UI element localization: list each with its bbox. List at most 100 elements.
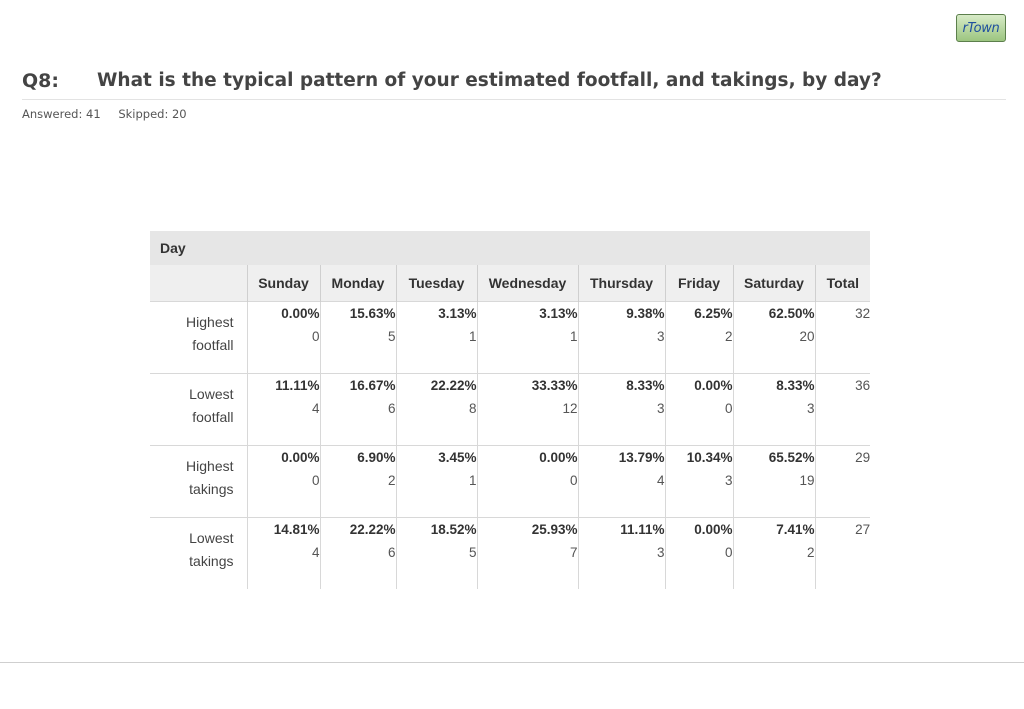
table-cell: 3.45% 1 <box>395 445 477 518</box>
cell-percent: 13.79% <box>618 450 665 465</box>
table-cell: 62.50% 20 <box>732 301 815 374</box>
column-header: Total <box>814 265 871 302</box>
cell-percent: 0.00% <box>694 522 733 537</box>
table-cell: 65.52% 19 <box>732 445 815 518</box>
table-cell: 22.22% 8 <box>395 373 477 446</box>
column-header-row: Sunday Monday Tuesday Wednesday Thursday… <box>150 265 871 302</box>
skipped-count: Skipped: 20 <box>118 107 187 121</box>
table-cell: 8.33% 3 <box>732 373 815 446</box>
cell-count: 4 <box>656 473 665 488</box>
results-table: Day Sunday Monday Tuesday Wednesday Thur… <box>150 231 871 589</box>
cell-percent: 6.25% <box>694 306 733 321</box>
cell-percent: 3.13% <box>438 306 477 321</box>
cell-percent: 65.52% <box>768 450 815 465</box>
cell-count: 3 <box>656 545 665 560</box>
table-cell: 15.63% 5 <box>319 301 396 374</box>
cell-percent: 14.81% <box>273 522 320 537</box>
cell-percent: 25.93% <box>531 522 578 537</box>
cell-percent: 15.63% <box>349 306 396 321</box>
table-cell: 0.00% 0 <box>664 517 733 589</box>
cell-count: 3 <box>806 401 815 416</box>
table-cell: 11.11% 3 <box>577 517 665 589</box>
cell-count: 6 <box>387 545 396 560</box>
table-cell: 3.13% 1 <box>476 301 578 374</box>
cell-percent: 0.00% <box>539 450 578 465</box>
cell-percent: 8.33% <box>626 378 665 393</box>
table-cell: 13.79% 4 <box>577 445 665 518</box>
row-label-line: footfall <box>192 409 234 425</box>
cell-percent: 9.38% <box>626 306 665 321</box>
table-cell: 8.33% 3 <box>577 373 665 446</box>
row-label-line: Lowest <box>189 386 234 402</box>
cell-count: 0 <box>724 545 733 560</box>
cell-percent: 6.90% <box>357 450 396 465</box>
row-label: Lowest takings <box>150 517 247 589</box>
cell-count: 2 <box>724 329 733 344</box>
response-summary: Answered: 41 Skipped: 20 <box>22 107 187 121</box>
table-cell: 25.93% 7 <box>476 517 578 589</box>
cell-percent: 18.52% <box>430 522 477 537</box>
table-cell: 14.81% 4 <box>246 517 320 589</box>
table-row: Highest footfall 0.00% 0 15.63% 5 3.13% 1 3… <box>150 301 871 374</box>
column-header: Sunday <box>246 265 320 302</box>
cell-count: 3 <box>724 473 733 488</box>
corner-header <box>150 265 247 302</box>
table-cell: 6.25% 2 <box>664 301 733 374</box>
cell-count: 2 <box>387 473 396 488</box>
cell-count: 1 <box>468 329 477 344</box>
cell-count: 0 <box>569 473 578 488</box>
row-label: Highest takings <box>150 445 247 518</box>
table-cell: 0.00% 0 <box>246 445 320 518</box>
cell-percent: 11.11% <box>620 522 665 537</box>
row-label-line: footfall <box>192 337 234 353</box>
column-header: Tuesday <box>395 265 477 302</box>
cell-count: 3 <box>656 401 665 416</box>
cell-count: 4 <box>311 401 320 416</box>
cell-percent: 0.00% <box>281 306 320 321</box>
column-header: Friday <box>664 265 733 302</box>
cell-percent: 10.34% <box>686 450 733 465</box>
row-label-line: takings <box>189 553 234 569</box>
cell-count: 5 <box>387 329 396 344</box>
cell-count: 6 <box>387 401 396 416</box>
table-cell: 6.90% 2 <box>319 445 396 518</box>
cell-count: 8 <box>468 401 477 416</box>
cell-count: 19 <box>799 473 815 488</box>
cell-count: 0 <box>724 401 733 416</box>
cell-count: 7 <box>569 545 578 560</box>
row-label-line: Highest <box>186 314 234 330</box>
cell-percent: 62.50% <box>768 306 815 321</box>
row-total: 29 <box>814 445 871 518</box>
row-label-line: takings <box>189 481 234 497</box>
cell-percent: 8.33% <box>776 378 815 393</box>
cell-count: 4 <box>311 545 320 560</box>
cell-count: 1 <box>468 473 477 488</box>
column-header: Monday <box>319 265 396 302</box>
cell-percent: 16.67% <box>349 378 396 393</box>
cell-count: 12 <box>562 401 578 416</box>
table-cell: 7.41% 2 <box>732 517 815 589</box>
row-total: 32 <box>814 301 871 374</box>
day-group-header: Day <box>150 231 871 265</box>
cell-count: 0 <box>311 329 320 344</box>
table-cell: 18.52% 5 <box>395 517 477 589</box>
cell-percent: 0.00% <box>694 378 733 393</box>
row-label-line: Highest <box>186 458 234 474</box>
table-row: Lowest footfall 11.11% 4 16.67% 6 22.22% 8 … <box>150 373 871 446</box>
logo-text: rTown <box>962 20 1000 36</box>
table-cell: 0.00% 0 <box>476 445 578 518</box>
table-row: Highest takings 0.00% 0 6.90% 2 3.45% 1 0.0… <box>150 445 871 518</box>
cell-percent: 33.33% <box>531 378 578 393</box>
row-label: Highest footfall <box>150 301 247 374</box>
column-header: Wednesday <box>476 265 578 302</box>
table-row: Lowest takings 14.81% 4 22.22% 6 18.52% 5 2… <box>150 517 871 589</box>
cell-percent: 11.11% <box>275 378 320 393</box>
cell-count: 5 <box>468 545 477 560</box>
rtown-logo[interactable]: rTown <box>956 14 1006 42</box>
column-header: Saturday <box>732 265 815 302</box>
cell-percent: 22.22% <box>349 522 396 537</box>
cell-count: 1 <box>569 329 578 344</box>
row-label: Lowest footfall <box>150 373 247 446</box>
cell-count: 3 <box>656 329 665 344</box>
answered-count: Answered: 41 <box>22 107 101 121</box>
